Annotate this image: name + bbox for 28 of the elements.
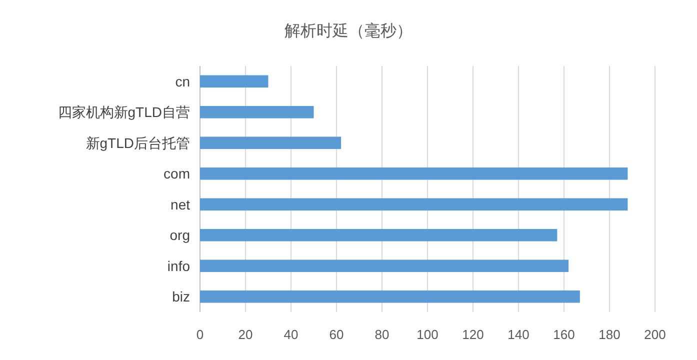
x-tick-label: 60 <box>329 327 344 342</box>
y-tick-label: biz <box>172 288 190 305</box>
bar <box>200 228 558 242</box>
x-tick-label: 180 <box>598 327 620 342</box>
x-tick-label: 100 <box>416 327 438 342</box>
bar <box>200 106 314 118</box>
x-tick-label: 20 <box>238 327 253 342</box>
bar <box>200 198 628 211</box>
bar <box>200 290 580 303</box>
y-tick-label: 四家机构新gTLD自营 <box>58 104 190 120</box>
y-tick-label: net <box>170 196 190 212</box>
x-tick-label: 160 <box>553 327 575 342</box>
y-tick-label: 新gTLD后台托管 <box>86 134 190 151</box>
x-tick-label: 200 <box>644 327 666 342</box>
y-tick-label: info <box>167 258 190 274</box>
x-tick-label: 80 <box>374 327 390 342</box>
bar <box>200 75 268 88</box>
y-tick-label: cn <box>175 73 190 90</box>
x-tick-label: 140 <box>508 327 530 342</box>
bar <box>200 136 342 150</box>
y-tick-label: com <box>164 166 190 182</box>
bar <box>200 167 628 180</box>
x-tick-label: 40 <box>284 327 298 342</box>
x-tick-label: 0 <box>196 327 204 342</box>
bar <box>200 260 569 272</box>
chart-title: 解析时延（毫秒） <box>284 22 412 40</box>
y-tick-label: org <box>170 227 190 244</box>
x-tick-label: 120 <box>462 327 484 342</box>
